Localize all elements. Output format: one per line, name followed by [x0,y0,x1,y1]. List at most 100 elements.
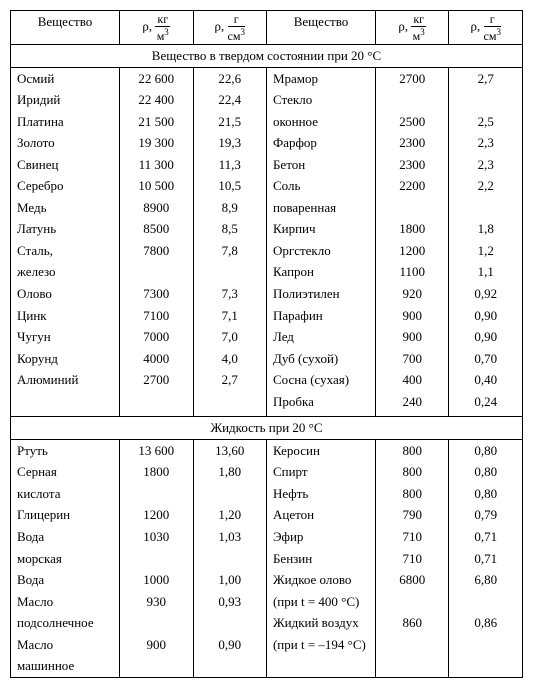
kgm3-cell: 11 300 [120,154,193,176]
substance-cell: Золото [11,132,120,154]
gcm3-cell: 0,90 [193,634,266,656]
gcm3-cell: 6,80 [449,569,523,591]
substance-cell: Фарфор [266,132,375,154]
gcm3-cell: 1,80 [193,461,266,483]
kgm3-cell: 710 [376,548,449,570]
kgm3-cell: 900 [376,326,449,348]
substance-cell: Латунь [11,218,120,240]
kgm3-cell: 8900 [120,197,193,219]
substance-cell: Дуб (сухой) [266,348,375,370]
gcm3-cell: 0,90 [449,326,523,348]
substance-cell: Пробка [266,391,375,413]
kgm3-cell [376,634,449,656]
gcm3-cell: 13,60 [193,439,266,461]
gcm3-cell [193,548,266,570]
gcm3-cell: 22,4 [193,89,266,111]
kgm3-cell: 7000 [120,326,193,348]
substance-cell: морская [11,548,120,570]
table-header: Вещество ρ, кгм3 ρ, гсм3 Вещество ρ, кгм… [11,11,523,45]
substance-cell: оконное [266,111,375,133]
kgm3-cell [376,197,449,219]
substance-cell: Олово [11,283,120,305]
gcm3-cell: 10,5 [193,175,266,197]
gcm3-cell: 0,79 [449,504,523,526]
substance-cell: Вода [11,569,120,591]
gcm3-cell: 0,80 [449,439,523,461]
gcm3-cell: 2,3 [449,132,523,154]
gcm3-cell: 2,7 [449,67,523,89]
kgm3-cell [120,483,193,505]
gcm3-cell: 2,3 [449,154,523,176]
substance-cell: Эфир [266,526,375,548]
table-row: Масло9000,90(при t = –194 °С) [11,634,523,656]
substance-cell: Парафин [266,305,375,327]
gcm3-cell: 0,70 [449,348,523,370]
kgm3-cell: 1200 [376,240,449,262]
gcm3-cell: 0,90 [449,305,523,327]
substance-cell: Ацетон [266,504,375,526]
header-substance-left: Вещество [11,11,120,45]
table-row: железоКапрон11001,1 [11,261,523,283]
kgm3-cell: 21 500 [120,111,193,133]
kgm3-cell: 6800 [376,569,449,591]
gcm3-cell: 21,5 [193,111,266,133]
substance-cell: (при t = –194 °С) [266,634,375,656]
gcm3-cell: 7,8 [193,240,266,262]
gcm3-cell: 0,80 [449,461,523,483]
substance-cell: Оргстекло [266,240,375,262]
gcm3-cell: 11,3 [193,154,266,176]
kgm3-cell: 19 300 [120,132,193,154]
gcm3-cell: 1,00 [193,569,266,591]
table-row: Масло9300,93(при t = 400 °С) [11,591,523,613]
section-header: Вещество в твердом состоянии при 20 °С [11,45,523,68]
gcm3-cell [449,655,523,677]
substance-cell: Лед [266,326,375,348]
substance-cell: поваренная [266,197,375,219]
gcm3-cell [449,89,523,111]
kgm3-cell: 2200 [376,175,449,197]
gcm3-cell: 1,20 [193,504,266,526]
gcm3-cell [193,483,266,505]
gcm3-cell: 22,6 [193,67,266,89]
substance-cell: машинное [11,655,120,677]
gcm3-cell [449,634,523,656]
table-row: Медь89008,9поваренная [11,197,523,219]
substance-cell: Капрон [266,261,375,283]
substance-cell: Медь [11,197,120,219]
substance-cell: кислота [11,483,120,505]
gcm3-cell: 8,9 [193,197,266,219]
table-row: Вода10001,00Жидкое олово68006,80 [11,569,523,591]
gcm3-cell: 7,0 [193,326,266,348]
kgm3-cell: 1200 [120,504,193,526]
substance-cell: Чугун [11,326,120,348]
substance-cell: Цинк [11,305,120,327]
kgm3-cell [376,655,449,677]
gcm3-cell: 0,93 [193,591,266,613]
substance-cell: Сосна (сухая) [266,369,375,391]
substance-cell: (при t = 400 °С) [266,591,375,613]
gcm3-cell: 8,5 [193,218,266,240]
kgm3-cell: 1030 [120,526,193,548]
kgm3-cell: 10 500 [120,175,193,197]
substance-cell: Ртуть [11,439,120,461]
kgm3-cell: 900 [120,634,193,656]
substance-cell: Свинец [11,154,120,176]
gcm3-cell: 7,3 [193,283,266,305]
substance-cell: Масло [11,591,120,613]
table-row: Осмий22 60022,6Мрамор27002,7 [11,67,523,89]
header-rho-gcm3-left: ρ, гсм3 [193,11,266,45]
kgm3-cell: 8500 [120,218,193,240]
substance-cell [11,391,120,413]
substance-cell: Глицерин [11,504,120,526]
gcm3-cell: 0,71 [449,548,523,570]
kgm3-cell: 790 [376,504,449,526]
substance-cell: Масло [11,634,120,656]
substance-cell: Серная [11,461,120,483]
kgm3-cell: 2700 [376,67,449,89]
substance-cell: Нефть [266,483,375,505]
table-row: Глицерин12001,20Ацетон7900,79 [11,504,523,526]
substance-cell: Кирпич [266,218,375,240]
gcm3-cell: 1,03 [193,526,266,548]
kgm3-cell: 7800 [120,240,193,262]
table-row: Цинк71007,1Парафин9000,90 [11,305,523,327]
